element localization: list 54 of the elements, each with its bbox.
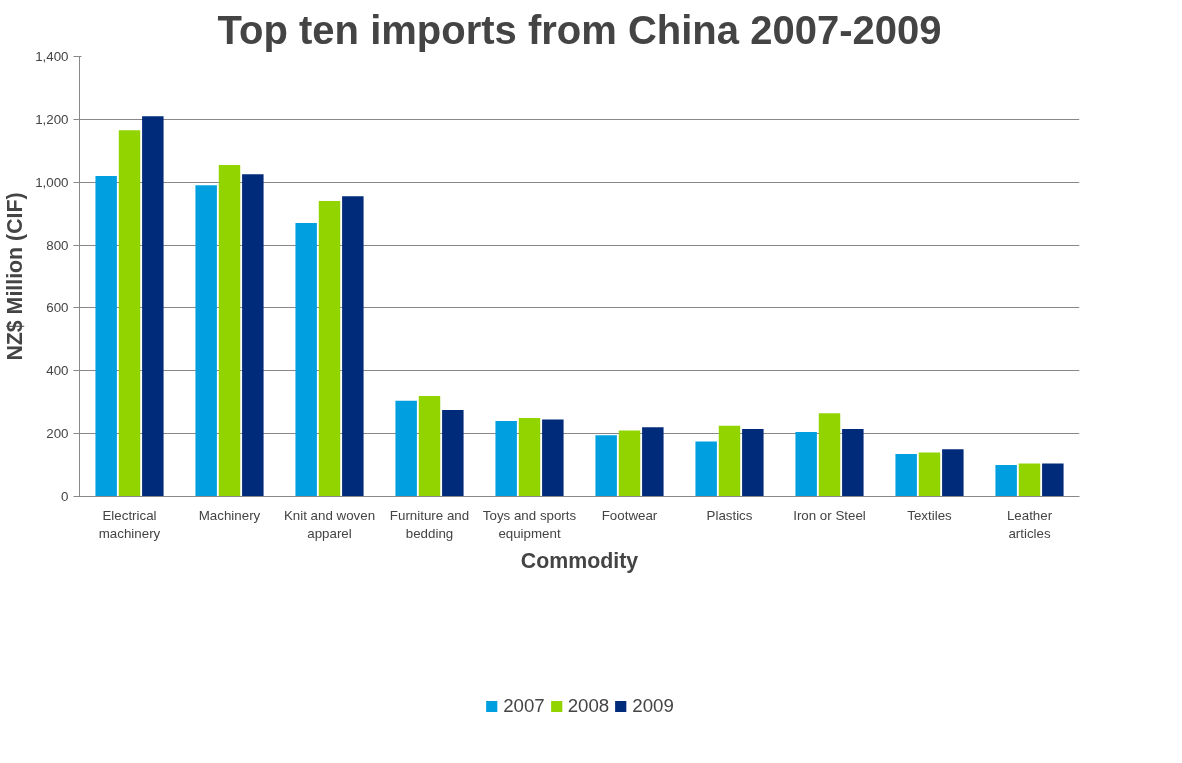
- bar: [542, 419, 564, 497]
- x-tick-label: Electrical machinery: [98, 507, 161, 541]
- y-tick-label: 1,200: [35, 111, 69, 127]
- bar: [895, 454, 917, 497]
- x-tick-label: Plastics: [706, 507, 753, 523]
- bar: [495, 421, 517, 497]
- bar: [595, 435, 617, 497]
- bar: [1042, 463, 1064, 497]
- bar: [818, 413, 841, 497]
- bar: [242, 174, 264, 497]
- bar: [695, 441, 717, 497]
- x-tick-label: Furniture and bedding: [389, 507, 470, 541]
- legend-label: 2008: [567, 695, 610, 717]
- bar: [718, 425, 741, 497]
- x-tick-label: Knit and woven apparel: [283, 507, 376, 541]
- bar: [418, 395, 441, 497]
- bar: [642, 427, 664, 497]
- bar: [118, 130, 141, 497]
- x-tick-label: Machinery: [198, 507, 261, 523]
- y-tick-label: 800: [46, 237, 69, 253]
- bar: [795, 432, 817, 497]
- bar: [295, 223, 317, 497]
- y-tick-label: 0: [61, 489, 69, 504]
- bar: [142, 116, 164, 497]
- x-tick-label: Footwear: [601, 507, 658, 523]
- bar: [618, 430, 641, 497]
- bar: [95, 175, 117, 497]
- bar: [442, 410, 464, 497]
- legend-label: 2009: [632, 695, 674, 717]
- y-tick-label: 600: [46, 300, 69, 316]
- x-tick-label: Toys and sports equipment: [482, 507, 577, 541]
- y-tick-label: 400: [46, 363, 69, 379]
- y-tick-label: 200: [46, 426, 69, 442]
- bar: [942, 449, 964, 497]
- bar: [842, 428, 864, 497]
- bar: [195, 185, 217, 497]
- x-axis-title: Commodity: [520, 548, 639, 573]
- y-axis-title: NZ$ Million (CIF): [3, 192, 28, 361]
- x-tick-label: Iron or Steel: [793, 507, 866, 523]
- chart-title: Top ten imports from China 2007-2009: [217, 7, 942, 52]
- legend-label: 2007: [503, 695, 545, 717]
- bar: [518, 417, 541, 497]
- bar: [1018, 463, 1041, 497]
- bar: [995, 465, 1017, 497]
- x-tick-label: Leather articles: [1006, 507, 1053, 541]
- y-tick-label: 1,400: [35, 49, 69, 64]
- bar: [318, 201, 341, 497]
- bar: [395, 400, 417, 497]
- y-tick-label: 1,000: [35, 174, 69, 190]
- bar: [918, 452, 941, 497]
- x-tick-label: Textiles: [907, 507, 953, 523]
- bar: [218, 164, 241, 497]
- bar: [342, 196, 364, 497]
- bar: [742, 428, 764, 497]
